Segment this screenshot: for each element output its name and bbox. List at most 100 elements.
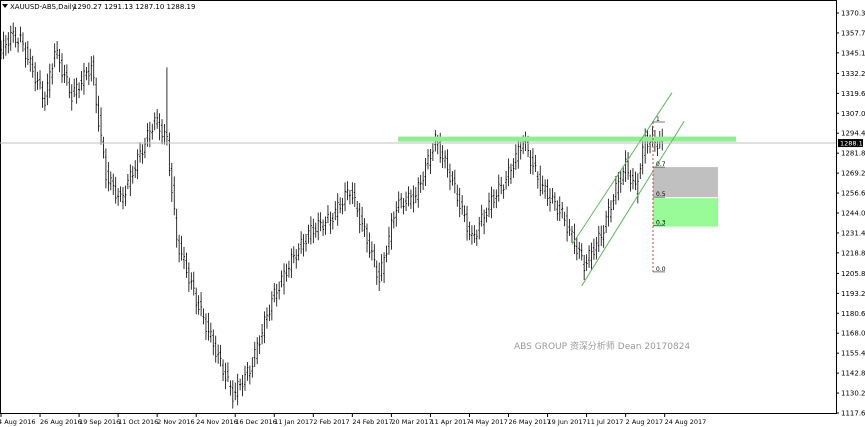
ohlc-bar [322, 219, 325, 237]
ohlc-bar [85, 66, 88, 81]
ohlc-bar [358, 202, 361, 234]
ohlc-bar [553, 192, 556, 211]
ohlc-bar [231, 380, 234, 409]
ohlc-bar [168, 132, 171, 177]
ohlc-bar [514, 144, 517, 170]
ohlc-bar [610, 200, 612, 223]
ohlc-bar [595, 236, 598, 260]
ohlc-bar [36, 71, 39, 90]
ohlc-bar [104, 148, 107, 189]
ohlc-bar [334, 201, 337, 221]
ohlc-bar [41, 81, 44, 108]
x-tick-label: 16 Dec 2016 [235, 418, 277, 426]
ohlc-bar [397, 191, 400, 213]
ohlc-bar [192, 271, 195, 296]
ohlc-bar [580, 243, 583, 261]
ohlc-bar [539, 165, 542, 197]
ohlc-bar [95, 77, 98, 114]
ohlc-bar [563, 211, 566, 227]
ohlc-bar [43, 91, 46, 111]
ohlc-bar [73, 78, 76, 98]
ohlc-bar [627, 152, 630, 180]
ohlc-bar [143, 137, 146, 159]
ohlc-bar [607, 198, 610, 227]
ohlc-bar [341, 197, 344, 215]
ohlc-bar [361, 206, 364, 232]
ohlc-bar [278, 281, 281, 300]
ohlc-bar [631, 168, 634, 190]
ohlc-bar [4, 35, 7, 56]
ohlc-bar [578, 241, 581, 259]
ohlc-bar [612, 194, 615, 211]
y-tick-label: 1205.85 [841, 270, 865, 278]
ohlc-bar [58, 48, 61, 73]
ohlc-bar [405, 191, 408, 212]
ohlc-bar [392, 211, 395, 229]
ohlc-bar [12, 22, 15, 43]
ohlc-bar [378, 262, 381, 291]
ohlc-bar [109, 171, 112, 191]
ohlc-bar [92, 55, 95, 86]
ohlc-bar [256, 337, 259, 365]
ohlc-bar [151, 123, 154, 140]
ohlc-bar [353, 182, 356, 207]
ohlc-bar [136, 149, 139, 180]
fib-zone-upper [653, 167, 718, 198]
ohlc-bar [29, 48, 32, 72]
ohlc-bar [641, 138, 644, 175]
ohlc-bar [444, 150, 447, 169]
ohlc-bar [336, 193, 339, 226]
ohlc-bar [141, 144, 144, 164]
ohlc-bar [63, 64, 66, 84]
ohlc-bar [307, 224, 310, 244]
y-tick-label: 1155.45 [841, 350, 865, 358]
ohlc-bar [619, 170, 622, 193]
y-tick-label: 1294.40 [841, 130, 865, 138]
ohlc-bar [492, 189, 495, 209]
ohlc-bar [478, 216, 481, 240]
ohlc-bar [470, 225, 473, 245]
current-price-box [838, 139, 863, 148]
ohlc-bar [283, 263, 286, 295]
ohlc-bar [226, 362, 229, 382]
ohlc-bar [224, 362, 227, 390]
ohlc-bar [502, 184, 505, 199]
ohlc-bar [170, 162, 173, 202]
ohlc-bar [173, 176, 176, 216]
ohlc-bar [246, 361, 249, 381]
fib-zone-lower [653, 198, 718, 227]
ohlc-bar [509, 163, 512, 184]
dropdown-triangle-icon[interactable] [2, 4, 8, 8]
ohlc-bar [102, 136, 105, 159]
ohlc-bar [107, 162, 110, 192]
ohlc-bar [195, 287, 198, 315]
ohlc-bar [258, 335, 261, 355]
ohlc-bar [629, 169, 632, 192]
ohlc-bar [466, 205, 469, 241]
ohlc-bar [295, 249, 298, 269]
ohlc-bar [351, 182, 354, 205]
ohlc-bar [356, 200, 359, 218]
ohlc-bar [273, 283, 276, 303]
ohlc-bar [163, 124, 166, 145]
ohlc-bar [97, 95, 100, 132]
ohlc-bar [417, 177, 420, 208]
ohlc-bar [270, 291, 273, 321]
ohlc-bar [427, 149, 429, 170]
ohlc-bar [505, 170, 508, 190]
ohlc-bar [402, 198, 405, 215]
ohlc-bar [488, 192, 490, 218]
y-tick-label: 1168.05 [841, 330, 865, 338]
ohlc-bar [248, 365, 251, 385]
x-tick-label: 11 Oct 2016 [118, 418, 158, 426]
ohlc-bar [317, 212, 320, 241]
channel-line-lower [581, 120, 685, 287]
x-tick-label: 2 Nov 2016 [157, 418, 195, 426]
ohlc-bar [383, 252, 386, 283]
y-tick-label: 1256.60 [841, 190, 865, 198]
ohlc-bar [617, 171, 620, 201]
ohlc-bar [239, 378, 242, 391]
ohlc-bar [253, 341, 256, 368]
ohlc-bar [380, 254, 383, 282]
